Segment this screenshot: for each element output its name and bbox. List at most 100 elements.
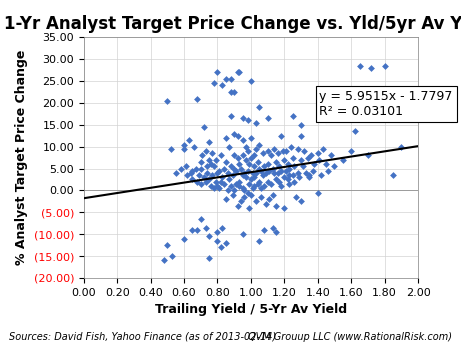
Point: [289, 113, 296, 119]
Point: [398, 144, 405, 149]
Point: [224, 170, 231, 176]
Point: [264, 148, 272, 154]
Point: [195, 172, 203, 178]
Point: [282, 148, 290, 154]
Point: [230, 131, 238, 136]
Point: [294, 170, 301, 176]
Point: [206, 256, 213, 261]
Point: [246, 181, 253, 187]
Point: [236, 179, 243, 185]
Point: [222, 135, 230, 141]
Point: [234, 70, 241, 75]
Point: [197, 216, 204, 221]
Point: [249, 186, 256, 191]
Point: [292, 194, 300, 200]
Point: [204, 170, 211, 176]
Point: [251, 183, 258, 189]
Point: [242, 157, 249, 162]
Point: [278, 183, 285, 189]
Point: [206, 140, 213, 145]
Point: [272, 203, 280, 208]
Point: [257, 168, 265, 174]
Point: [252, 120, 260, 125]
Point: [227, 89, 235, 95]
Point: [311, 161, 318, 167]
Point: [286, 172, 293, 178]
Point: [224, 188, 231, 193]
Point: [262, 170, 270, 176]
Point: [209, 150, 216, 156]
Point: [322, 161, 330, 167]
Point: [297, 122, 305, 128]
Point: [201, 175, 208, 180]
Point: [246, 161, 253, 167]
Point: [222, 76, 230, 82]
Point: [197, 159, 204, 165]
Point: [207, 161, 214, 167]
Point: [212, 179, 219, 185]
Point: [187, 170, 195, 176]
Point: [244, 148, 251, 154]
Point: [180, 142, 188, 147]
Y-axis label: % Analyst Target Price Change: % Analyst Target Price Change: [15, 50, 28, 265]
Point: [237, 166, 244, 171]
Point: [247, 135, 254, 141]
Point: [214, 170, 221, 176]
Point: [297, 199, 305, 204]
Point: [279, 148, 286, 154]
Point: [215, 168, 223, 174]
Point: [230, 166, 238, 171]
X-axis label: Trailing Yield / 5-Yr Av Yield: Trailing Yield / 5-Yr Av Yield: [155, 303, 347, 316]
Point: [264, 161, 272, 167]
Text: QVM Grouup LLC (www.RationalRisk.com): QVM Grouup LLC (www.RationalRisk.com): [248, 332, 452, 342]
Point: [266, 196, 273, 202]
Point: [239, 137, 246, 143]
Point: [202, 225, 209, 230]
Point: [304, 155, 312, 160]
Point: [251, 153, 258, 158]
Point: [267, 153, 275, 158]
Point: [189, 177, 196, 182]
Point: [267, 181, 275, 187]
Point: [237, 199, 244, 204]
Point: [306, 172, 313, 178]
Point: [269, 192, 276, 198]
Point: [272, 159, 280, 165]
Point: [232, 168, 240, 174]
Point: [255, 179, 263, 185]
Point: [257, 186, 265, 191]
Point: [214, 229, 221, 235]
Point: [272, 229, 280, 235]
Point: [244, 190, 251, 195]
Point: [252, 199, 260, 204]
Point: [242, 144, 249, 149]
Point: [210, 164, 218, 169]
Point: [291, 164, 298, 169]
Point: [307, 153, 315, 158]
Point: [164, 98, 171, 104]
Point: [236, 183, 243, 189]
Point: [276, 179, 283, 185]
Point: [225, 177, 233, 182]
Point: [214, 70, 221, 75]
Point: [202, 179, 209, 185]
Point: [215, 186, 223, 191]
Point: [367, 65, 375, 71]
Point: [259, 172, 266, 178]
Point: [189, 227, 196, 233]
Point: [291, 179, 298, 185]
Point: [177, 166, 184, 171]
Point: [222, 196, 230, 202]
Point: [190, 144, 198, 149]
Point: [299, 164, 307, 169]
Point: [219, 83, 226, 88]
Point: [239, 186, 246, 191]
Point: [301, 148, 308, 154]
Point: [199, 153, 206, 158]
Point: [214, 183, 221, 189]
Point: [294, 146, 301, 152]
Point: [281, 157, 288, 162]
Point: [306, 175, 313, 180]
Point: [241, 170, 248, 176]
Point: [255, 142, 263, 147]
